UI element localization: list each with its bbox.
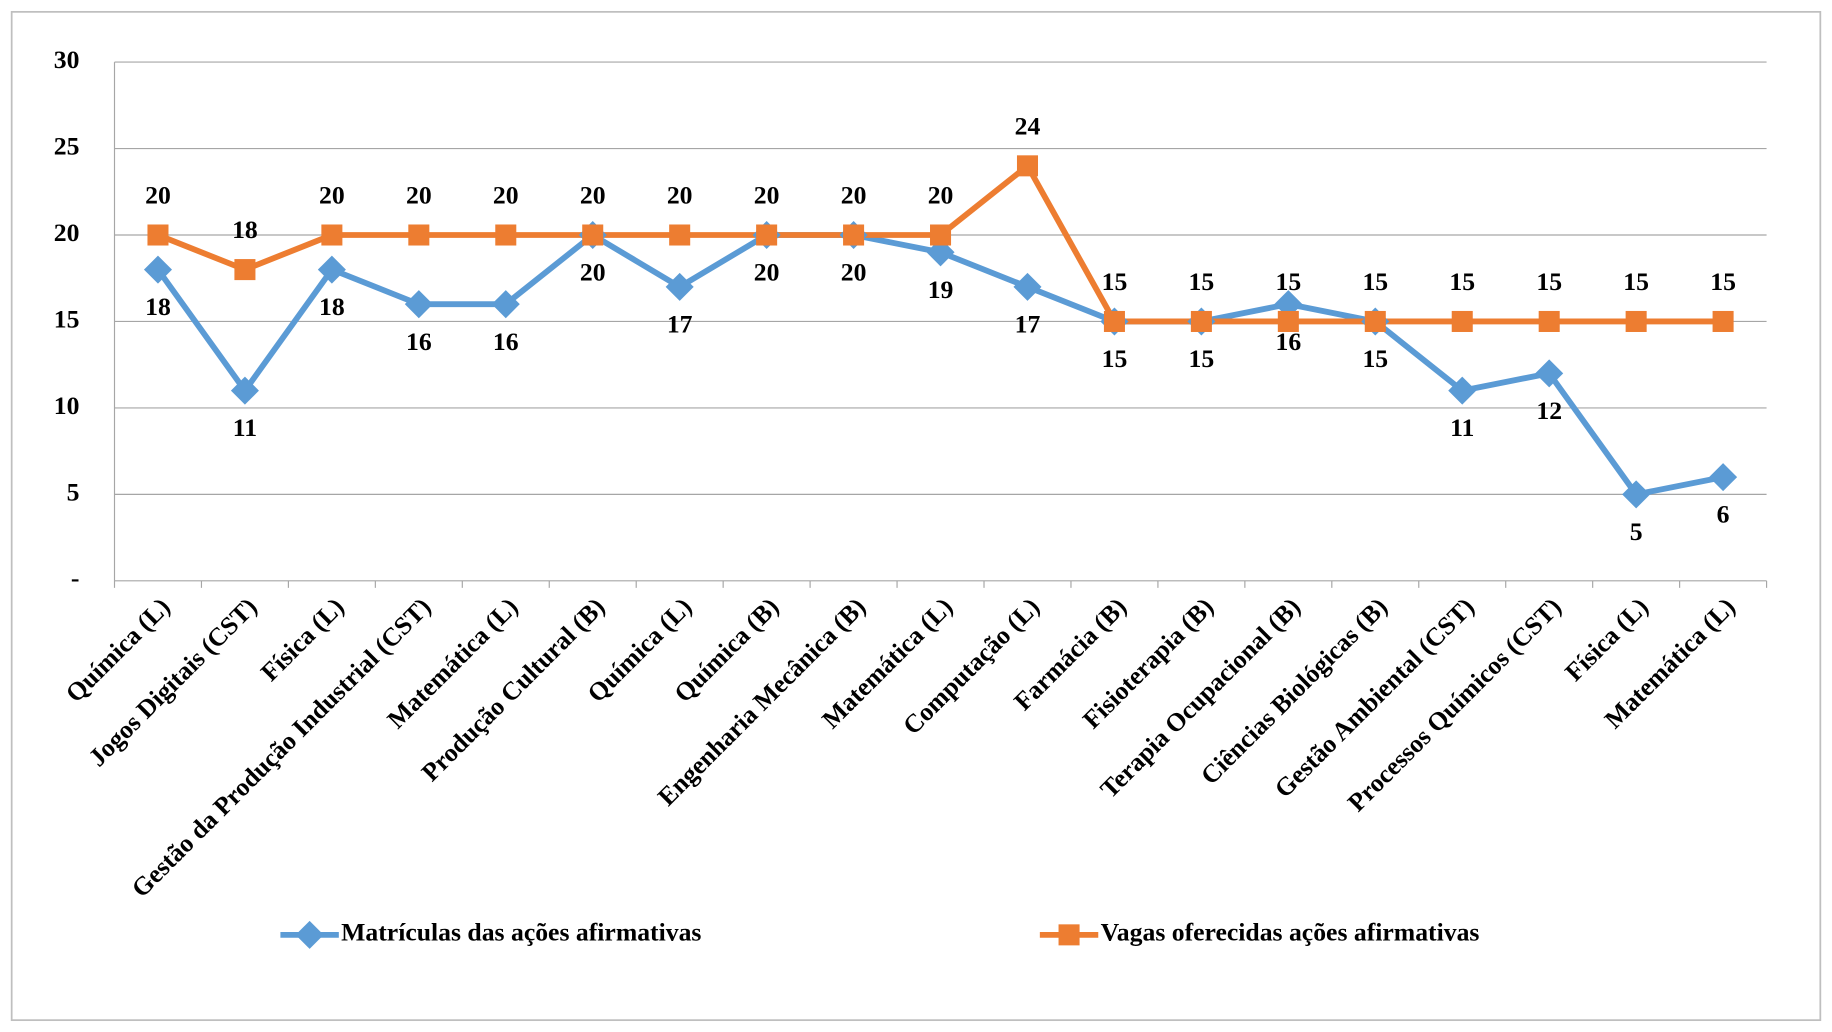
- marker: [1451, 310, 1473, 332]
- legend-marker: [295, 920, 324, 949]
- y-tick-label: 20: [54, 218, 80, 247]
- marker: [1622, 480, 1651, 509]
- data-label: 20: [406, 181, 432, 210]
- data-label: 20: [319, 181, 345, 210]
- marker: [665, 272, 694, 301]
- marker: [930, 224, 952, 246]
- legend-label: Matrículas das ações afirmativas: [341, 918, 701, 947]
- legend-marker: [1058, 924, 1080, 946]
- marker: [404, 290, 433, 319]
- y-tick-label: 5: [67, 477, 80, 506]
- data-label: 20: [754, 258, 780, 287]
- data-label: 18: [232, 215, 258, 244]
- marker: [756, 224, 778, 246]
- data-label: 20: [145, 181, 171, 210]
- data-label: 20: [580, 181, 606, 210]
- chart-border: [10, 10, 1822, 1022]
- marker: [669, 224, 691, 246]
- marker: [1625, 310, 1647, 332]
- data-label: 12: [1536, 396, 1562, 425]
- data-label: 18: [145, 292, 171, 321]
- data-label: 20: [754, 181, 780, 210]
- marker: [843, 224, 865, 246]
- y-tick-label: 15: [54, 304, 80, 333]
- marker: [582, 224, 604, 246]
- y-tick-label: 30: [54, 45, 80, 74]
- data-label: 11: [233, 413, 257, 442]
- data-label: 11: [1450, 413, 1474, 442]
- data-label: 5: [1630, 517, 1643, 546]
- data-label: 15: [1362, 344, 1388, 373]
- data-label: 15: [1623, 267, 1649, 296]
- data-label: 15: [1102, 267, 1128, 296]
- y-tick-label: -: [71, 564, 80, 593]
- marker: [1709, 463, 1738, 492]
- data-label: 15: [1189, 344, 1215, 373]
- data-label: 17: [667, 309, 693, 338]
- legend-label: Vagas oferecidas ações afirmativas: [1101, 918, 1480, 947]
- data-label: 18: [319, 292, 345, 321]
- y-tick-label: 10: [54, 391, 80, 420]
- data-label: 15: [1449, 267, 1475, 296]
- marker: [1712, 310, 1734, 332]
- marker: [1013, 272, 1042, 301]
- data-label: 6: [1717, 500, 1730, 529]
- data-label: 15: [1275, 267, 1301, 296]
- data-label: 15: [1710, 267, 1736, 296]
- y-tick-label: 25: [54, 131, 80, 160]
- marker: [321, 224, 343, 246]
- data-label: 24: [1015, 111, 1041, 140]
- marker: [147, 224, 169, 246]
- data-label: 15: [1189, 267, 1215, 296]
- data-label: 20: [667, 181, 693, 210]
- marker: [1448, 376, 1477, 405]
- marker: [408, 224, 430, 246]
- marker: [1190, 310, 1212, 332]
- data-label: 20: [580, 258, 606, 287]
- data-label: 15: [1102, 344, 1128, 373]
- marker: [1103, 310, 1125, 332]
- marker: [1538, 310, 1560, 332]
- marker: [1364, 310, 1386, 332]
- marker: [1016, 155, 1039, 177]
- data-label: 20: [928, 181, 954, 210]
- marker: [495, 224, 517, 246]
- data-label: 20: [841, 181, 867, 210]
- data-label: 16: [406, 327, 432, 356]
- marker: [234, 259, 256, 281]
- data-label: 15: [1362, 267, 1388, 296]
- marker: [1277, 310, 1299, 332]
- x-tick-label: Jogos Digitais (CST): [83, 592, 263, 772]
- data-label: 20: [493, 181, 519, 210]
- data-label: 16: [493, 327, 519, 356]
- data-label: 17: [1015, 309, 1041, 338]
- data-label: 20: [841, 258, 867, 287]
- data-label: 19: [928, 275, 954, 304]
- data-label: 15: [1536, 267, 1562, 296]
